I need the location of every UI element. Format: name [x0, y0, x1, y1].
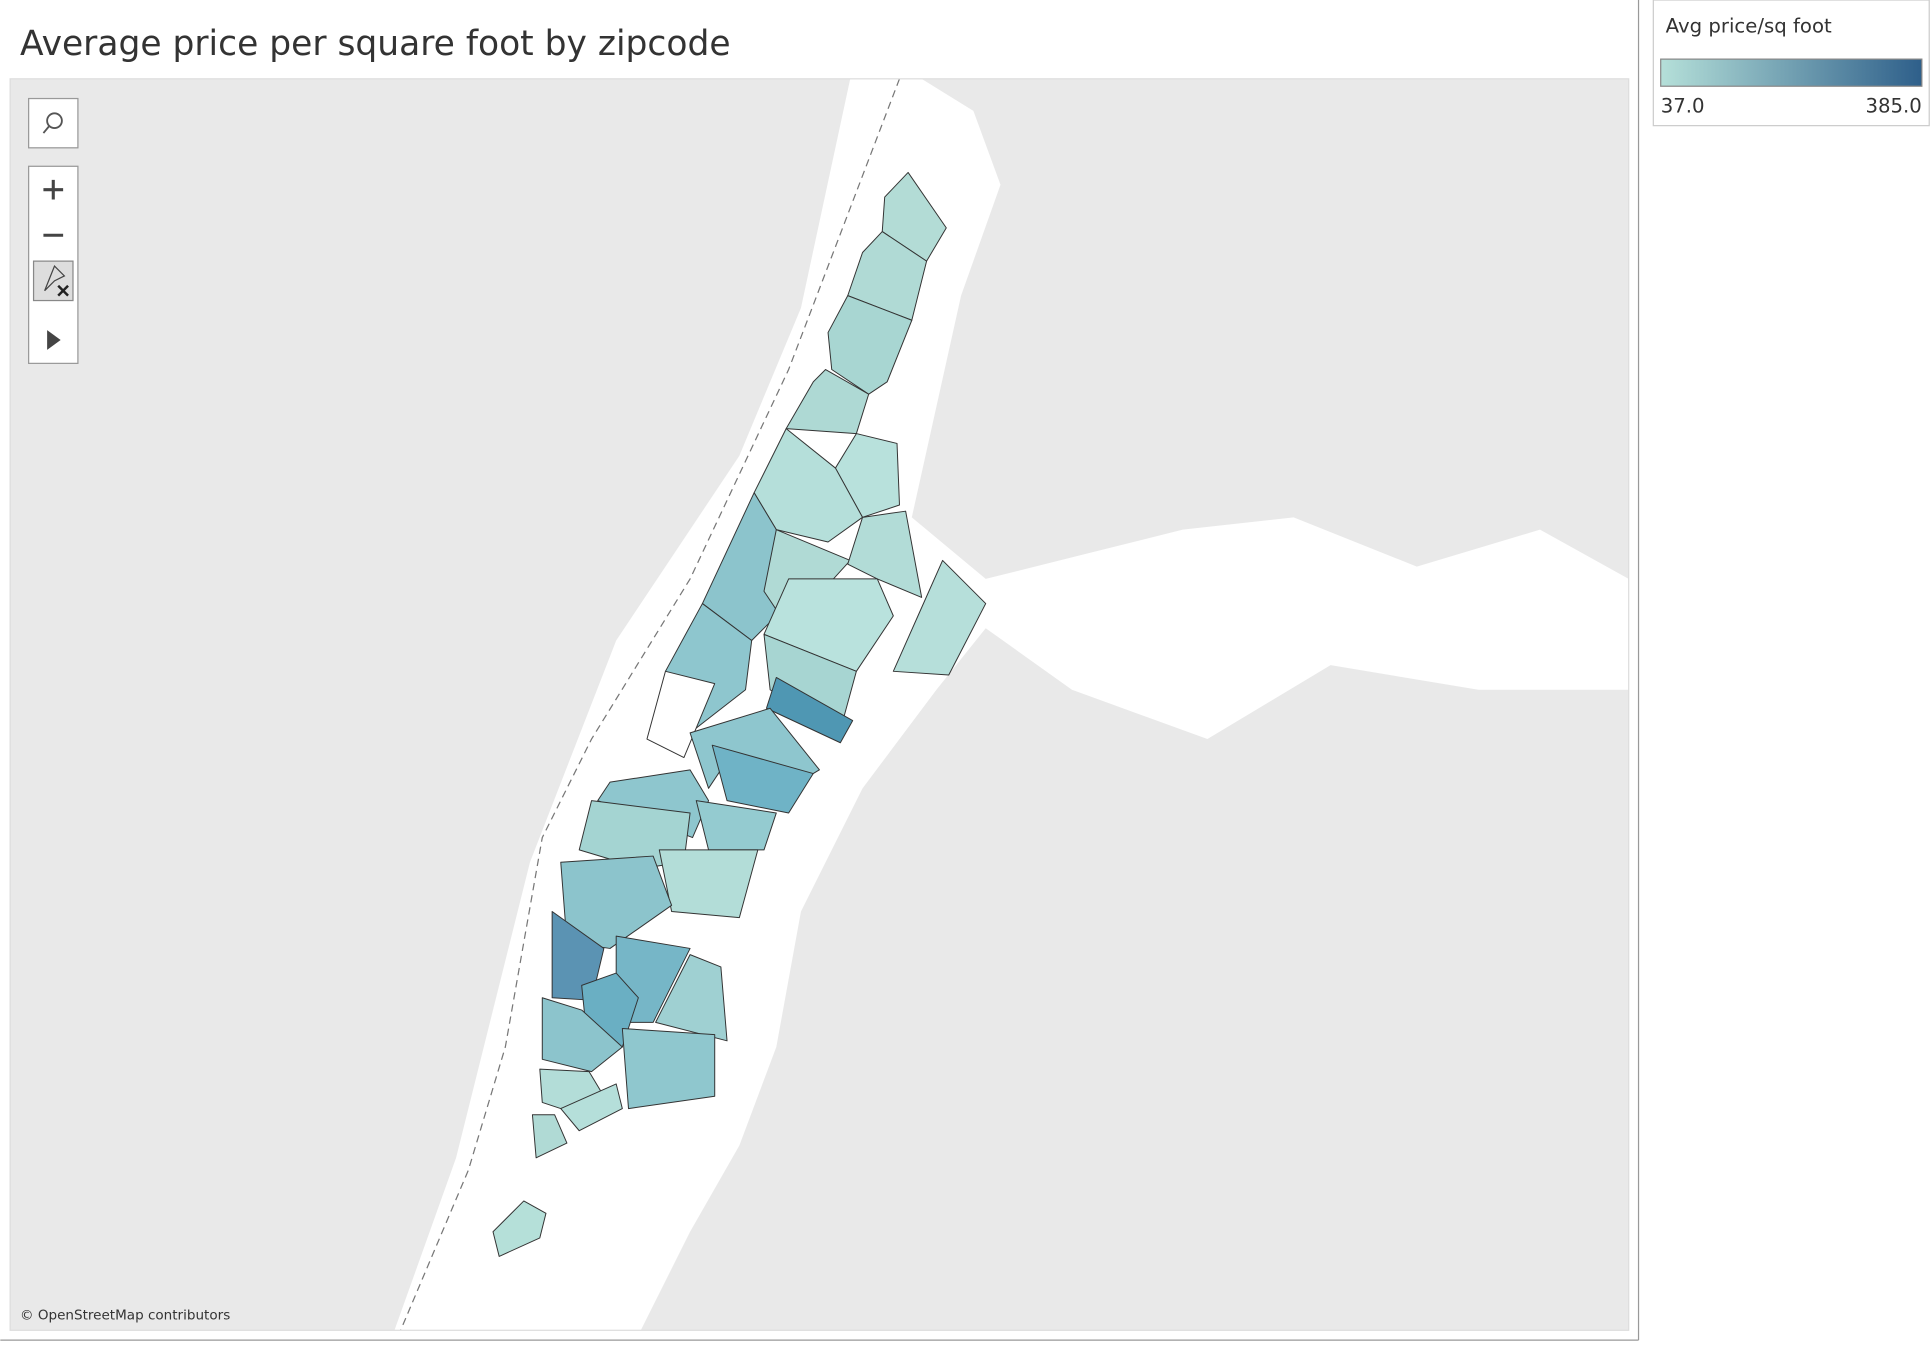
attribution: © OpenStreetMap contributors [20, 1308, 230, 1324]
legend: Avg price/sq foot 37.0 385.0 [1652, 0, 1930, 127]
state-border [400, 78, 901, 1331]
zip-area[interactable] [531, 1114, 568, 1159]
color-ramp [1660, 58, 1923, 87]
zip-area[interactable] [763, 578, 894, 672]
zip-area[interactable] [785, 369, 870, 435]
map[interactable]: © OpenStreetMap contributors [10, 78, 1629, 1331]
search-icon [42, 125, 51, 134]
map-frame [9, 78, 1630, 1331]
legend-max: 385.0 [1865, 95, 1921, 118]
zip-area[interactable] [621, 1028, 716, 1110]
map-toolbar [28, 97, 79, 364]
zip-area[interactable] [847, 510, 923, 598]
zip-area[interactable] [892, 559, 987, 676]
title: Average price per square foot by zipcode [20, 24, 731, 64]
pin-icon [44, 264, 66, 292]
expand-toolbar[interactable] [47, 330, 61, 350]
zip-area[interactable] [492, 1200, 547, 1257]
pin-icon [57, 284, 69, 297]
zip-area[interactable] [695, 800, 777, 851]
search-button[interactable] [28, 97, 79, 149]
search-icon [46, 112, 63, 130]
zip-area[interactable] [658, 849, 759, 919]
zip-area[interactable] [711, 744, 814, 814]
zip-area[interactable] [560, 1083, 623, 1132]
zip-area[interactable] [646, 670, 716, 759]
legend-title: Avg price/sq foot [1666, 15, 1832, 38]
zoom-in[interactable] [43, 179, 64, 200]
zip-area[interactable] [765, 676, 854, 744]
zip-areas [492, 171, 987, 1257]
zip-area[interactable] [541, 997, 623, 1073]
legend-min: 37.0 [1661, 95, 1705, 118]
